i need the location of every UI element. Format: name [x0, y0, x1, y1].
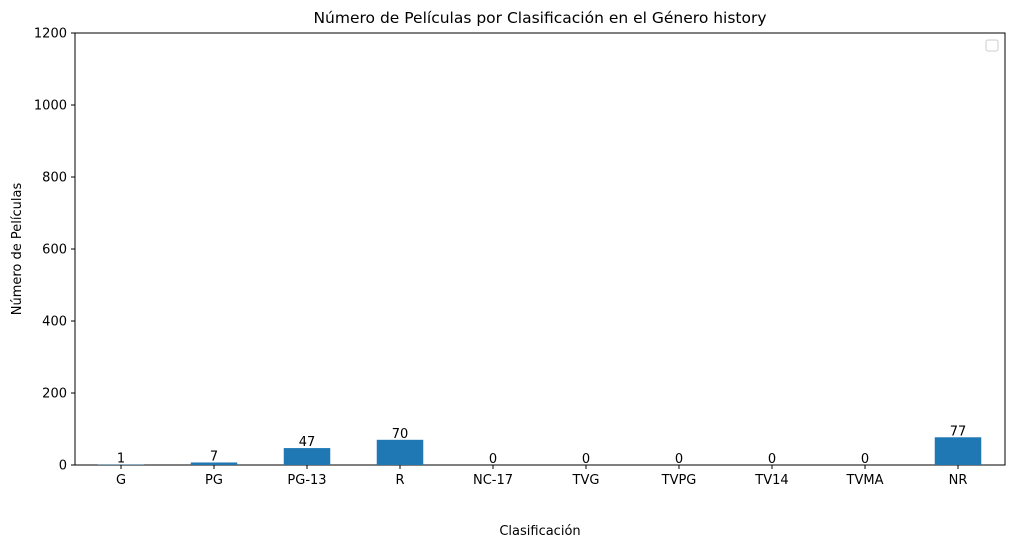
x-tick-label: TV14 — [754, 473, 788, 488]
y-tick-label: 400 — [42, 315, 67, 330]
x-tick-label: TVMA — [846, 473, 884, 488]
x-tick-label: TVPG — [661, 473, 697, 488]
bar-pg-13 — [283, 448, 331, 465]
chart-title: Número de Películas por Clasificación en… — [313, 9, 766, 27]
bars — [97, 437, 982, 465]
y-tick-label: 1200 — [34, 27, 67, 42]
y-tick-label: 200 — [42, 387, 67, 402]
x-tick-label: NR — [949, 473, 968, 488]
x-tick-label: G — [116, 473, 126, 488]
bar-r — [376, 439, 424, 465]
bar-pg — [190, 462, 238, 465]
y-axis-title: Número de Películas — [10, 183, 25, 316]
bar-value-label: 70 — [392, 427, 409, 442]
bar-value-label: 0 — [768, 452, 776, 467]
y-axis: 0 200 400 600 800 1000 1200 — [34, 27, 75, 474]
bar-value-label: 0 — [582, 452, 590, 467]
y-tick-label: 600 — [42, 243, 67, 258]
bar-value-label: 1 — [117, 452, 125, 467]
bar-value-label: 47 — [299, 435, 316, 450]
bar-labels: 1 7 47 70 0 0 0 0 0 77 — [117, 424, 966, 467]
y-tick-label: 800 — [42, 171, 67, 186]
x-tick-label: TVG — [572, 473, 600, 488]
x-axis: G PG PG-13 R NC-17 TVG TVPG TV14 TVMA NR — [116, 465, 967, 488]
bar-value-label: 0 — [861, 452, 869, 467]
bar-value-label: 7 — [210, 449, 218, 464]
x-tick-label: PG-13 — [287, 473, 326, 488]
x-tick-label: PG — [205, 473, 223, 488]
y-tick-label: 1000 — [34, 99, 67, 114]
x-tick-label: NC-17 — [473, 473, 513, 488]
bar-value-label: 0 — [489, 452, 497, 467]
x-axis-title: Clasificación — [499, 524, 580, 539]
legend-box — [985, 39, 999, 52]
y-tick-label: 0 — [59, 459, 67, 474]
bar-nr — [934, 437, 982, 465]
bar-value-label: 77 — [950, 424, 967, 439]
bar-value-label: 0 — [675, 452, 683, 467]
x-tick-label: R — [395, 473, 404, 488]
